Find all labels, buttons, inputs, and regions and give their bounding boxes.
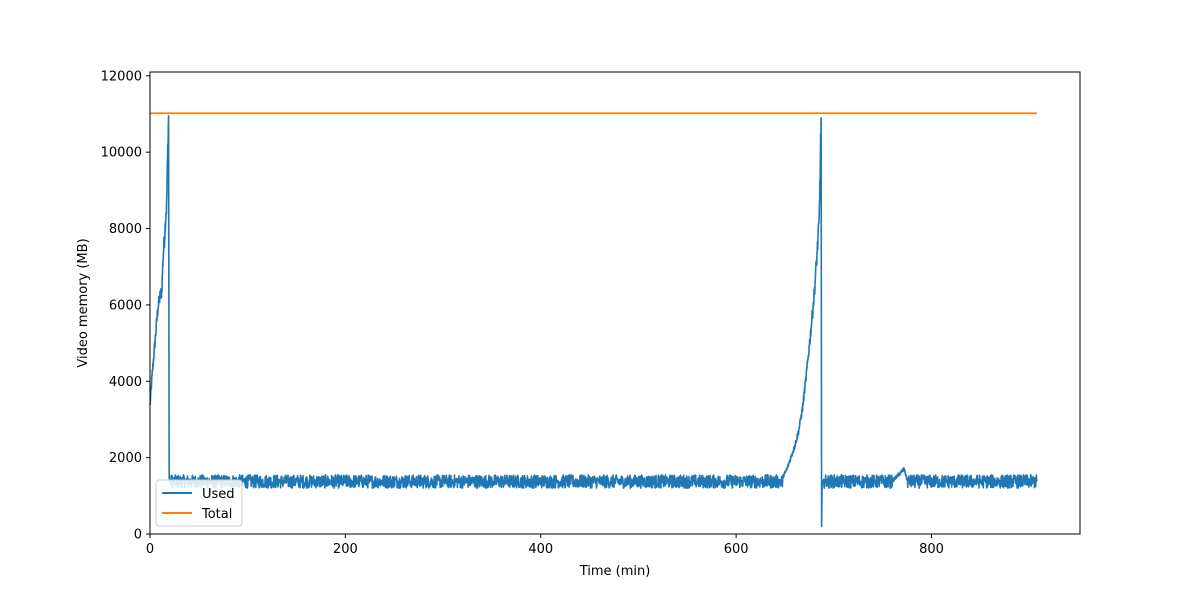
x-tick-label: 800 <box>919 542 944 557</box>
x-tick-label: 200 <box>333 542 358 557</box>
y-tick-label: 8000 <box>109 222 142 237</box>
y-tick-label: 0 <box>134 528 142 543</box>
x-axis-title: Time (min) <box>579 564 651 579</box>
x-axis-ticks: 0 200 400 600 800 <box>146 534 944 557</box>
y-tick-label: 4000 <box>109 375 142 390</box>
y-tick-label: 6000 <box>109 298 142 313</box>
y-axis-ticks: 0 2000 4000 6000 8000 10000 12000 <box>101 69 150 543</box>
plot-frame <box>149 71 1081 535</box>
y-tick-label: 12000 <box>101 69 142 84</box>
x-tick-label: 400 <box>528 542 553 557</box>
y-tick-label: 10000 <box>101 146 142 161</box>
x-tick-label: 0 <box>146 542 154 557</box>
series-line-used <box>149 115 1038 528</box>
x-tick-label: 600 <box>724 542 749 557</box>
series-lines <box>149 112 1038 528</box>
legend-label-used: Used <box>202 487 235 502</box>
y-axis-title: Video memory (MB) <box>76 238 91 367</box>
legend-box <box>155 479 243 527</box>
legend-label-total: Total <box>201 507 232 522</box>
y-tick-label: 2000 <box>109 451 142 466</box>
legend: Used Total <box>155 479 243 527</box>
